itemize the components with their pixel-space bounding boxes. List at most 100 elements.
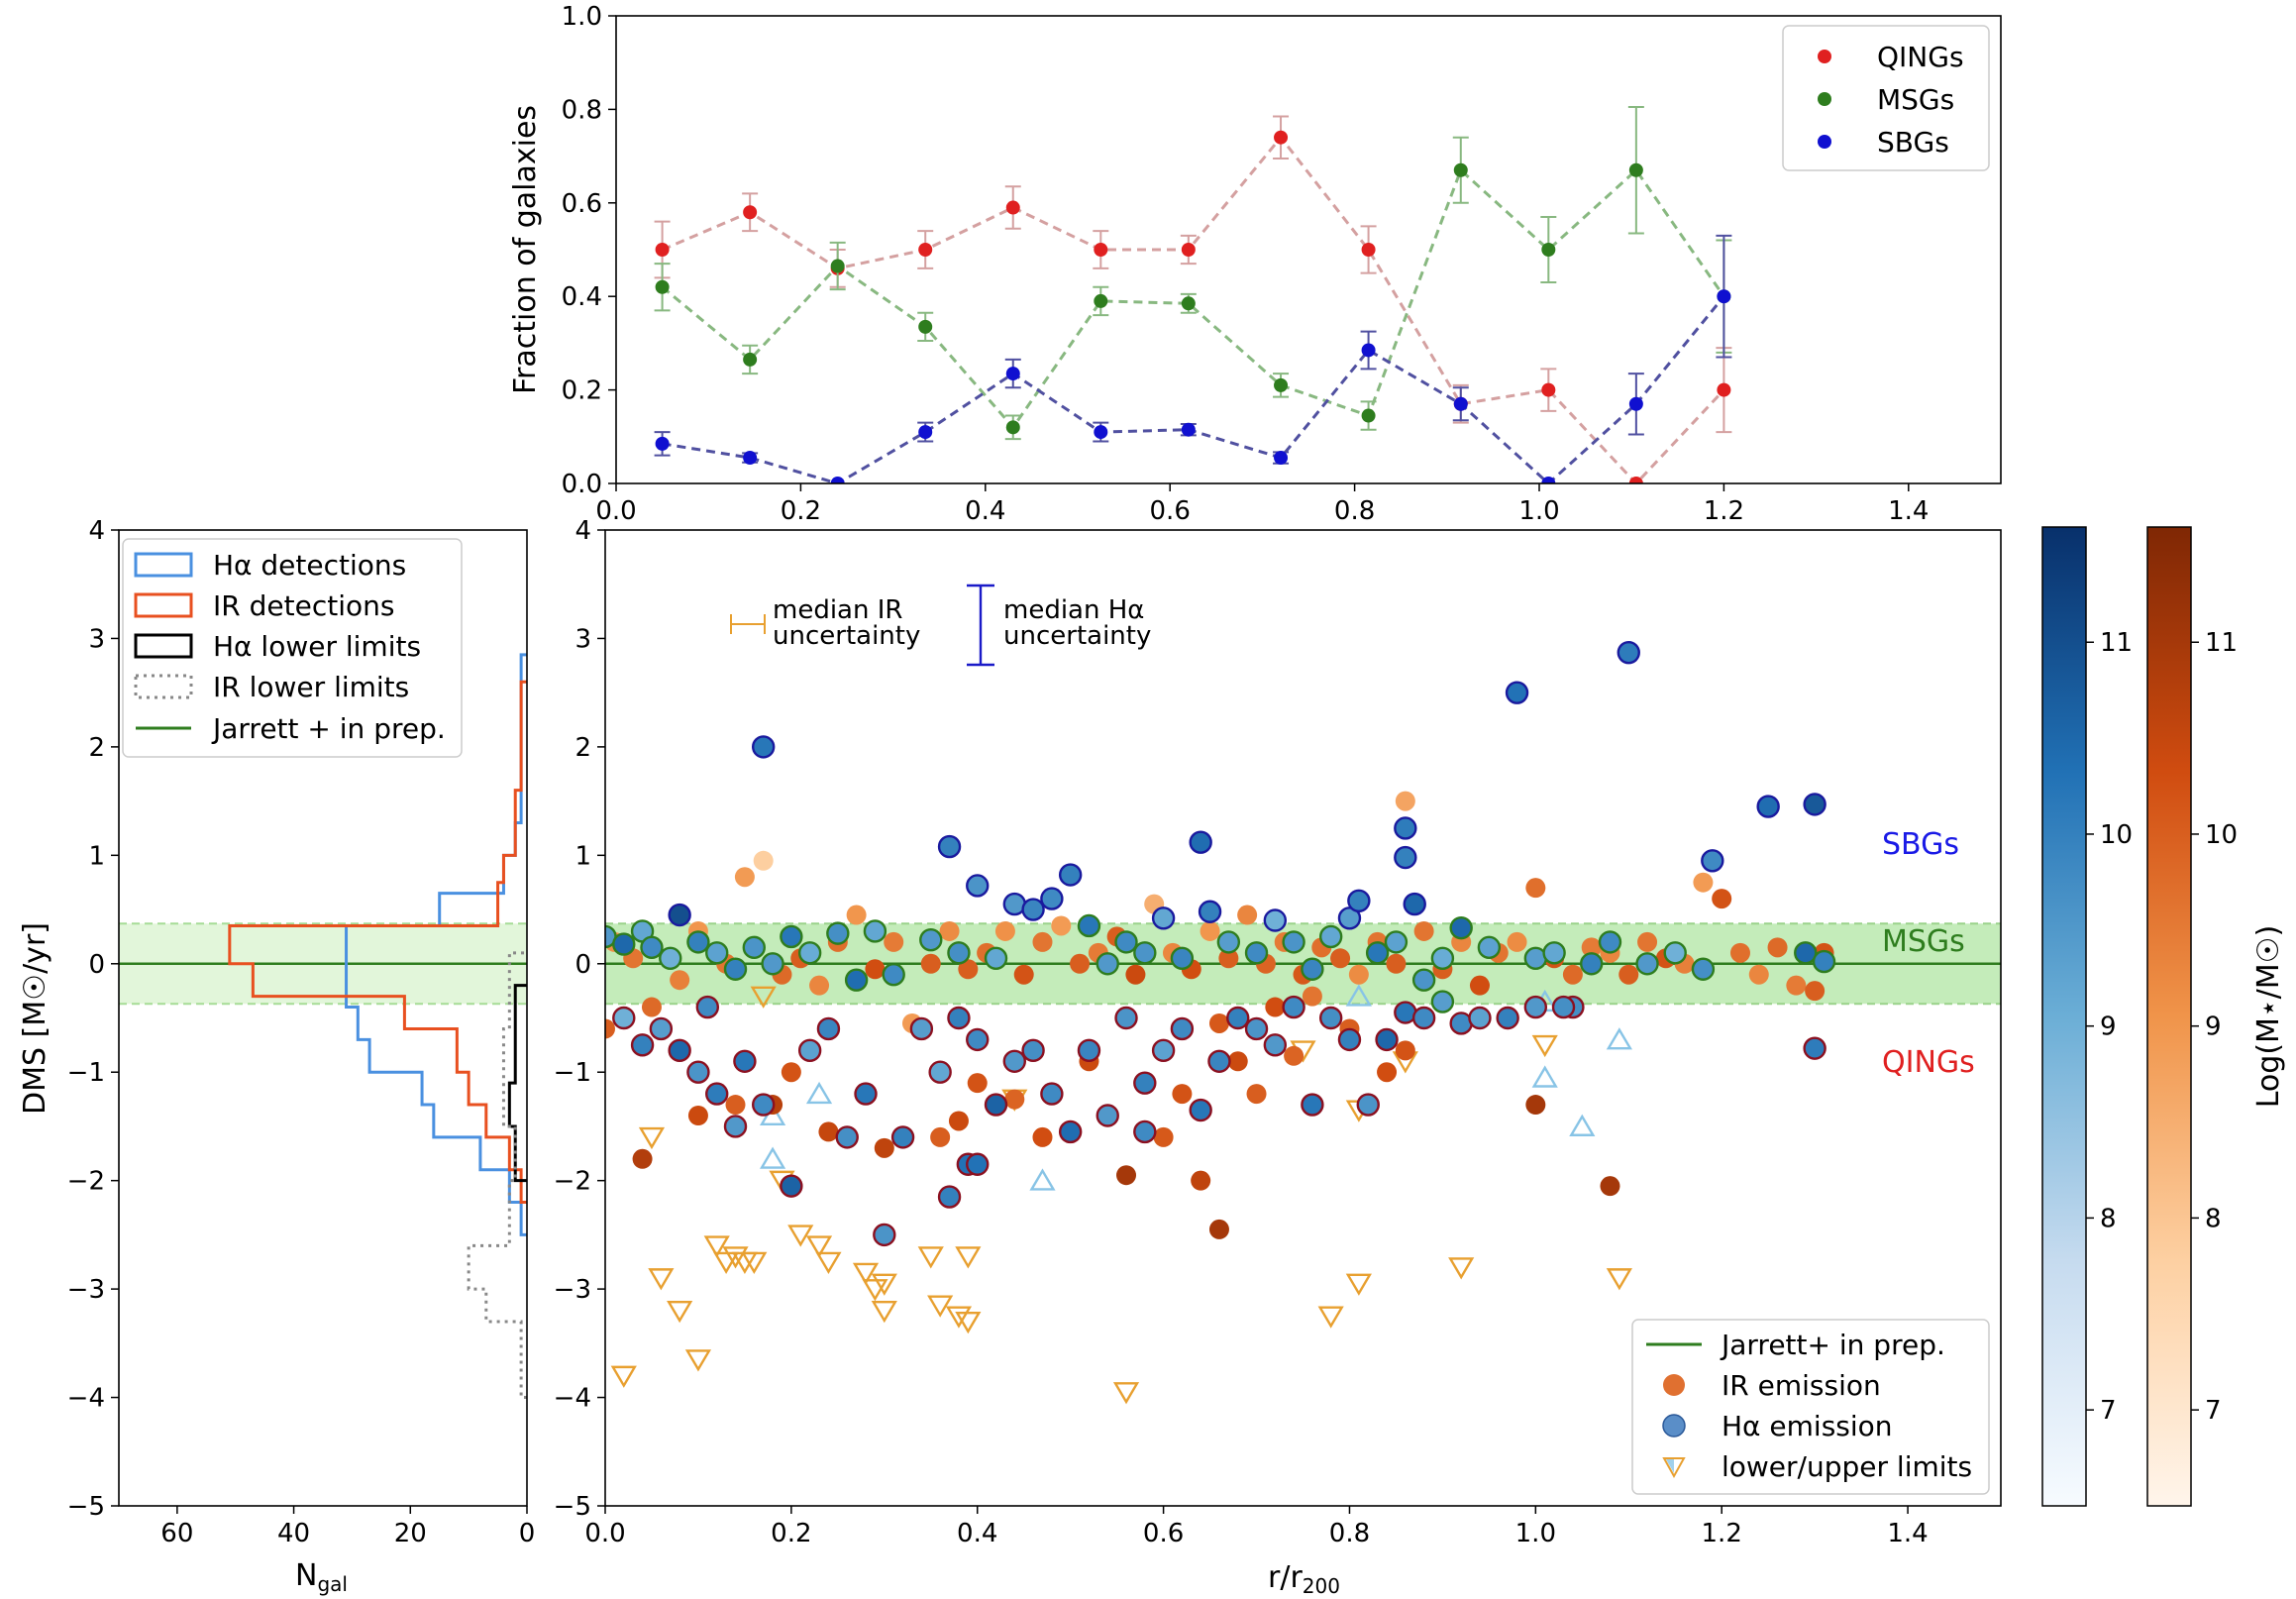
colorbar-tick-label: 9 <box>2205 1013 2222 1042</box>
ha-point <box>1151 1038 1176 1063</box>
top-point-sbgs <box>1541 477 1556 483</box>
legend-limits: lower/upper limits <box>1722 1450 1972 1483</box>
top-xtick-label: 0.4 <box>965 496 1005 526</box>
ha-point <box>1021 898 1045 921</box>
ha-point <box>1394 845 1417 870</box>
ir-point <box>1330 948 1351 969</box>
ir-point <box>948 1111 969 1131</box>
ha-point <box>742 935 766 960</box>
colorbar-tick-label: 7 <box>2205 1396 2222 1426</box>
top-point-sbgs <box>1274 451 1289 466</box>
left-legend: Hα detections IR detections Hα lower lim… <box>122 538 463 758</box>
legend-marker-ha <box>1662 1414 1686 1438</box>
ir-point <box>734 867 755 888</box>
ha-point <box>937 1185 962 1209</box>
hist-h-lower-limits <box>507 984 527 1183</box>
ir-point <box>920 953 941 974</box>
ha-point <box>1579 952 1604 976</box>
ha-point <box>984 946 1008 971</box>
legend-ha-detections: Hα detections <box>213 549 406 582</box>
left-xtick-label: 40 <box>277 1519 310 1548</box>
ha-point <box>1040 887 1064 910</box>
ha-point <box>1058 1119 1083 1144</box>
limit-marker <box>638 1126 666 1150</box>
left-ytick-label: 0 <box>88 950 105 980</box>
top-point-qings <box>1717 382 1731 397</box>
limit-marker <box>1606 1027 1632 1050</box>
ha-point <box>890 1125 915 1149</box>
ir-point <box>930 1126 951 1147</box>
top-point-msgs <box>918 319 933 334</box>
top-xtick-label: 0.8 <box>1334 496 1375 526</box>
ha-point <box>966 874 990 898</box>
top-xtick-label: 0.6 <box>1150 496 1191 526</box>
ha-point <box>1096 1104 1119 1127</box>
colorbar-tick-label: 11 <box>2100 628 2133 658</box>
top-fraction-panel: 0.0 0.2 0.4 0.6 0.8 1.0 1.2 1.4 0.0 0.2 0.4 0.6 0.8 1… <box>508 2 2002 526</box>
ir-point <box>1637 931 1658 952</box>
ha-point <box>1077 913 1101 938</box>
ir-point <box>781 1062 801 1083</box>
ir-point <box>1712 889 1732 909</box>
ir-point <box>1786 975 1807 996</box>
ha-point <box>1403 892 1426 916</box>
legend-swatch-ir-lim <box>134 674 193 699</box>
limit-marker <box>815 1251 842 1275</box>
main-ytick-label: 1 <box>574 841 591 871</box>
ha-point <box>1663 941 1687 965</box>
limit-marker <box>1606 1268 1632 1291</box>
ha-point <box>1170 1016 1195 1041</box>
top-ylabel: Fraction of galaxies <box>508 105 543 394</box>
ir-point <box>687 1106 708 1125</box>
colorbar-blues-bar <box>2041 526 2087 1507</box>
limit-marker <box>955 1311 982 1334</box>
top-xtick-label: 0.2 <box>781 496 821 526</box>
colorbar-tick-label: 11 <box>2205 628 2238 658</box>
top-point-sbgs <box>743 451 758 466</box>
limit-marker <box>703 1235 730 1258</box>
ir-point <box>632 1148 653 1169</box>
ir-median-uncertainty: median IR uncertainty <box>730 595 920 651</box>
left-ylabel: DMS [M☉/yr] <box>18 922 52 1115</box>
main-ytick-label: −2 <box>554 1167 591 1197</box>
ir-point <box>1153 1126 1174 1147</box>
ha-point <box>686 930 710 954</box>
ha-point <box>1198 900 1222 923</box>
ha-point <box>668 1038 691 1063</box>
limit-marker <box>750 986 777 1009</box>
top-ytick-label: 0.2 <box>562 376 602 406</box>
main-xlabel-main: r/r <box>1268 1560 1303 1595</box>
main-xtick-label: 0.8 <box>1329 1519 1370 1548</box>
ir-point <box>818 1121 839 1142</box>
ha-point <box>947 1006 971 1030</box>
ha-point <box>984 1093 1008 1117</box>
ir-point <box>1302 986 1322 1007</box>
left-ms-band <box>119 922 527 1006</box>
ir-point <box>1172 1084 1193 1105</box>
ir-point <box>1051 915 1072 936</box>
ha-point <box>723 1115 748 1138</box>
limit-marker <box>610 1365 637 1388</box>
ir-median-line1: median IR <box>773 595 902 625</box>
limit-marker <box>1029 1168 1056 1191</box>
ha-point <box>1318 924 1343 949</box>
ha-point <box>612 932 636 956</box>
ha-point <box>723 957 748 981</box>
ir-point <box>1562 964 1583 985</box>
top-legend: QINGs MSGs SBGs <box>1782 25 1990 171</box>
left-axis-ticks: 60 40 20 0 −5 −4 −3 −2 −1 0 1 2 3 4 <box>67 516 536 1548</box>
ir-point <box>641 997 662 1017</box>
limit-marker <box>684 1349 712 1372</box>
ha-point <box>1133 941 1157 965</box>
ha-point <box>1040 1082 1064 1106</box>
ha-point <box>863 919 887 943</box>
top-point-sbgs <box>655 436 670 451</box>
main-xtick-label: 1.4 <box>1887 1519 1928 1548</box>
ir-point <box>1237 905 1258 925</box>
ir-point <box>967 1073 988 1094</box>
top-point-msgs <box>1453 162 1468 177</box>
top-point-qings <box>655 243 670 257</box>
ha-point <box>612 1006 636 1030</box>
ha-point <box>1384 930 1409 954</box>
ha-point <box>1756 795 1780 818</box>
